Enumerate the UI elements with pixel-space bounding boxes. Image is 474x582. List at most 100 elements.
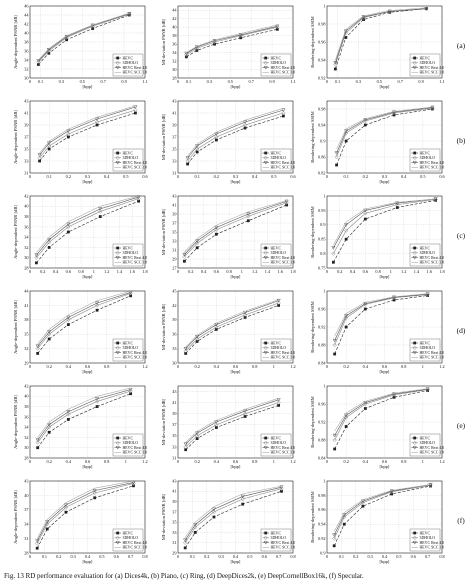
- legend-marker: [413, 151, 417, 155]
- axis-frame: [29, 195, 146, 269]
- data-point: [280, 489, 283, 493]
- data-point: [66, 410, 71, 414]
- axis-frame: [177, 480, 294, 554]
- x-tick-label: 0.4: [201, 269, 207, 274]
- legend-label: HEVC SCC 1.0: [420, 451, 445, 455]
- data-point: [284, 200, 289, 205]
- y-tick-label: 0.96: [318, 39, 326, 44]
- data-point: [94, 397, 100, 401]
- legend-marker: [116, 246, 120, 250]
- data-point: [129, 294, 133, 298]
- y-tick-label: 35: [172, 229, 176, 234]
- y-tick-label: 34: [172, 50, 177, 55]
- data-point: [242, 120, 248, 125]
- y-tick-label: 30: [24, 445, 28, 450]
- y-axis-title: Angle-dependent PSNR [dB]: [13, 395, 18, 449]
- row-labels: (a) (b) (c) (d) (e) (f): [457, 41, 466, 525]
- y-tick-label: 39: [172, 499, 176, 504]
- y-axis-title: MI-deviation PSNR [dB]: [161, 398, 166, 445]
- legend-marker: [264, 436, 268, 440]
- x-tick-label: 0.2: [337, 269, 342, 274]
- legend-marker: [115, 350, 120, 355]
- y-tick-label: 36: [24, 224, 29, 229]
- y-tick-label: 30: [172, 360, 176, 365]
- legend-label: HEVC SCC 1.0: [271, 451, 296, 455]
- data-point: [332, 533, 337, 538]
- data-point: [184, 51, 189, 56]
- x-tick-label: 0.9: [121, 79, 126, 84]
- x-tick-label: 0.1: [194, 174, 199, 179]
- data-point: [34, 261, 38, 265]
- legend-marker: [115, 65, 120, 70]
- y-tick-label: 0.9: [320, 550, 325, 555]
- legend-marker: [412, 445, 417, 450]
- data-point: [36, 352, 40, 355]
- data-point: [194, 45, 199, 50]
- axis-frame: [326, 195, 443, 269]
- x-tick-label: 0.2: [66, 174, 71, 179]
- x-tick-label: 0.3: [207, 79, 212, 84]
- legend-box: [409, 338, 441, 362]
- series-line: [37, 389, 131, 441]
- data-point: [35, 440, 40, 445]
- x-tick-label: 0.4: [66, 364, 72, 369]
- series-line: [38, 13, 130, 62]
- x-tick-label: 1.2: [104, 269, 109, 274]
- data-point: [284, 199, 289, 204]
- series-line: [36, 195, 139, 253]
- legend-label: HEVC Rext 4.0: [123, 161, 148, 165]
- data-point: [37, 153, 42, 158]
- legend-label: HEVC SCC 1.0: [123, 71, 148, 75]
- row-label: (d): [457, 326, 466, 335]
- y-axis-title: MI-deviation PSNR [dB]: [161, 113, 166, 160]
- data-point: [47, 422, 52, 427]
- y-axis-title: Rendering-dependent SSIM: [310, 16, 315, 67]
- x-axis-title: [bpp]: [83, 274, 93, 279]
- x-tick-label: 0: [177, 174, 179, 179]
- data-point: [344, 425, 348, 428]
- legend-label: 3DHOLO: [271, 61, 287, 65]
- series-line: [39, 106, 136, 156]
- data-point: [344, 36, 348, 39]
- legend-box: [409, 528, 441, 552]
- series-line: [36, 200, 139, 264]
- data-point: [47, 246, 51, 249]
- data-point: [136, 195, 141, 200]
- data-point: [331, 260, 335, 264]
- legend-marker: [116, 56, 120, 60]
- data-point: [93, 496, 97, 500]
- axis-frame: [29, 100, 146, 174]
- x-tick-label: 1: [390, 269, 392, 274]
- series-line: [37, 387, 131, 438]
- series-line: [185, 397, 279, 443]
- legend-marker: [412, 60, 417, 65]
- x-tick-label: 0.2: [353, 554, 358, 559]
- y-tick-label: 41: [24, 110, 28, 115]
- x-tick-label: 0.1: [38, 79, 43, 84]
- y-tick-label: 0.88: [318, 342, 326, 347]
- legend-label: HEVC Rext 4.0: [271, 446, 296, 450]
- y-tick-label: 35: [172, 433, 176, 438]
- y-tick-label: 44: [24, 288, 29, 293]
- legend-label: HEVC SCC 1.0: [271, 71, 296, 75]
- data-point: [243, 415, 247, 418]
- y-tick-label: 36: [24, 414, 29, 419]
- series-line: [184, 201, 287, 255]
- legend-marker: [413, 531, 417, 535]
- y-axis-title: Rendering-dependent SSIM: [310, 206, 315, 257]
- legend-label: HEVC: [271, 56, 282, 60]
- legend-label: 3DHOLO: [420, 441, 436, 445]
- y-tick-label: 0.92: [318, 75, 326, 80]
- y-tick-label: 1: [323, 3, 325, 8]
- y-tick-label: 31: [24, 536, 28, 541]
- data-point: [246, 219, 250, 223]
- x-tick-label: 0.8: [290, 554, 295, 559]
- y-tick-label: 33: [172, 346, 176, 351]
- series-line: [334, 293, 428, 341]
- x-tick-label: 0.6: [66, 269, 72, 274]
- x-tick-label: 0: [177, 364, 179, 369]
- y-tick-label: 28: [24, 265, 28, 270]
- legend-label: HEVC: [420, 151, 431, 155]
- data-point: [363, 211, 368, 216]
